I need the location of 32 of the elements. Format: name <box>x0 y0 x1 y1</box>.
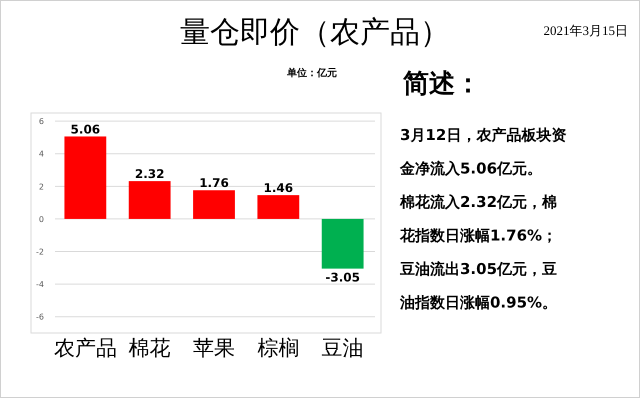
chart-title: 量仓即价（农产品） <box>180 16 450 49</box>
x-tick-label: 豆油 <box>322 336 364 360</box>
y-tick-label: 4 <box>38 150 44 159</box>
text: 金净流入5.06亿元。 <box>399 160 542 178</box>
y-tick-label: 6 <box>38 117 44 126</box>
x-tick-label: 苹果 <box>193 336 235 360</box>
bar <box>128 181 171 219</box>
data-label: 1.76 <box>199 176 229 190</box>
y-tick-label: -6 <box>36 312 44 322</box>
data-label: 1.46 <box>264 181 294 196</box>
data-label: 5.06 <box>70 122 100 136</box>
y-tick-label: -2 <box>36 248 44 257</box>
bar <box>257 195 300 219</box>
y-tick-label: -4 <box>36 280 44 290</box>
text: 3月12日，农产品板块资 <box>400 126 566 144</box>
text: 简述： <box>402 69 481 98</box>
data-label: 2.32 <box>134 167 164 182</box>
x-tick-label: 棕榈 <box>257 336 300 360</box>
y-tick-label: 2 <box>38 182 44 192</box>
text: 花指数日涨幅1.76%； <box>399 226 558 244</box>
text: 单位：亿元 <box>286 67 337 79</box>
text: 油指数日涨幅0.95%。 <box>399 294 558 312</box>
data-label: -3.05 <box>325 270 360 285</box>
x-tick-label: 农产品 <box>54 336 117 360</box>
text: 2021年3月15日 <box>544 23 628 38</box>
text: 棉花流入2.32亿元，棉 <box>399 193 558 211</box>
bar <box>322 218 364 269</box>
text: 豆油流出3.05亿元，豆 <box>399 260 558 278</box>
y-tick-label: 0 <box>38 214 44 224</box>
bar <box>64 136 106 219</box>
bar <box>193 190 235 219</box>
x-tick-label: 棉花 <box>128 336 171 360</box>
